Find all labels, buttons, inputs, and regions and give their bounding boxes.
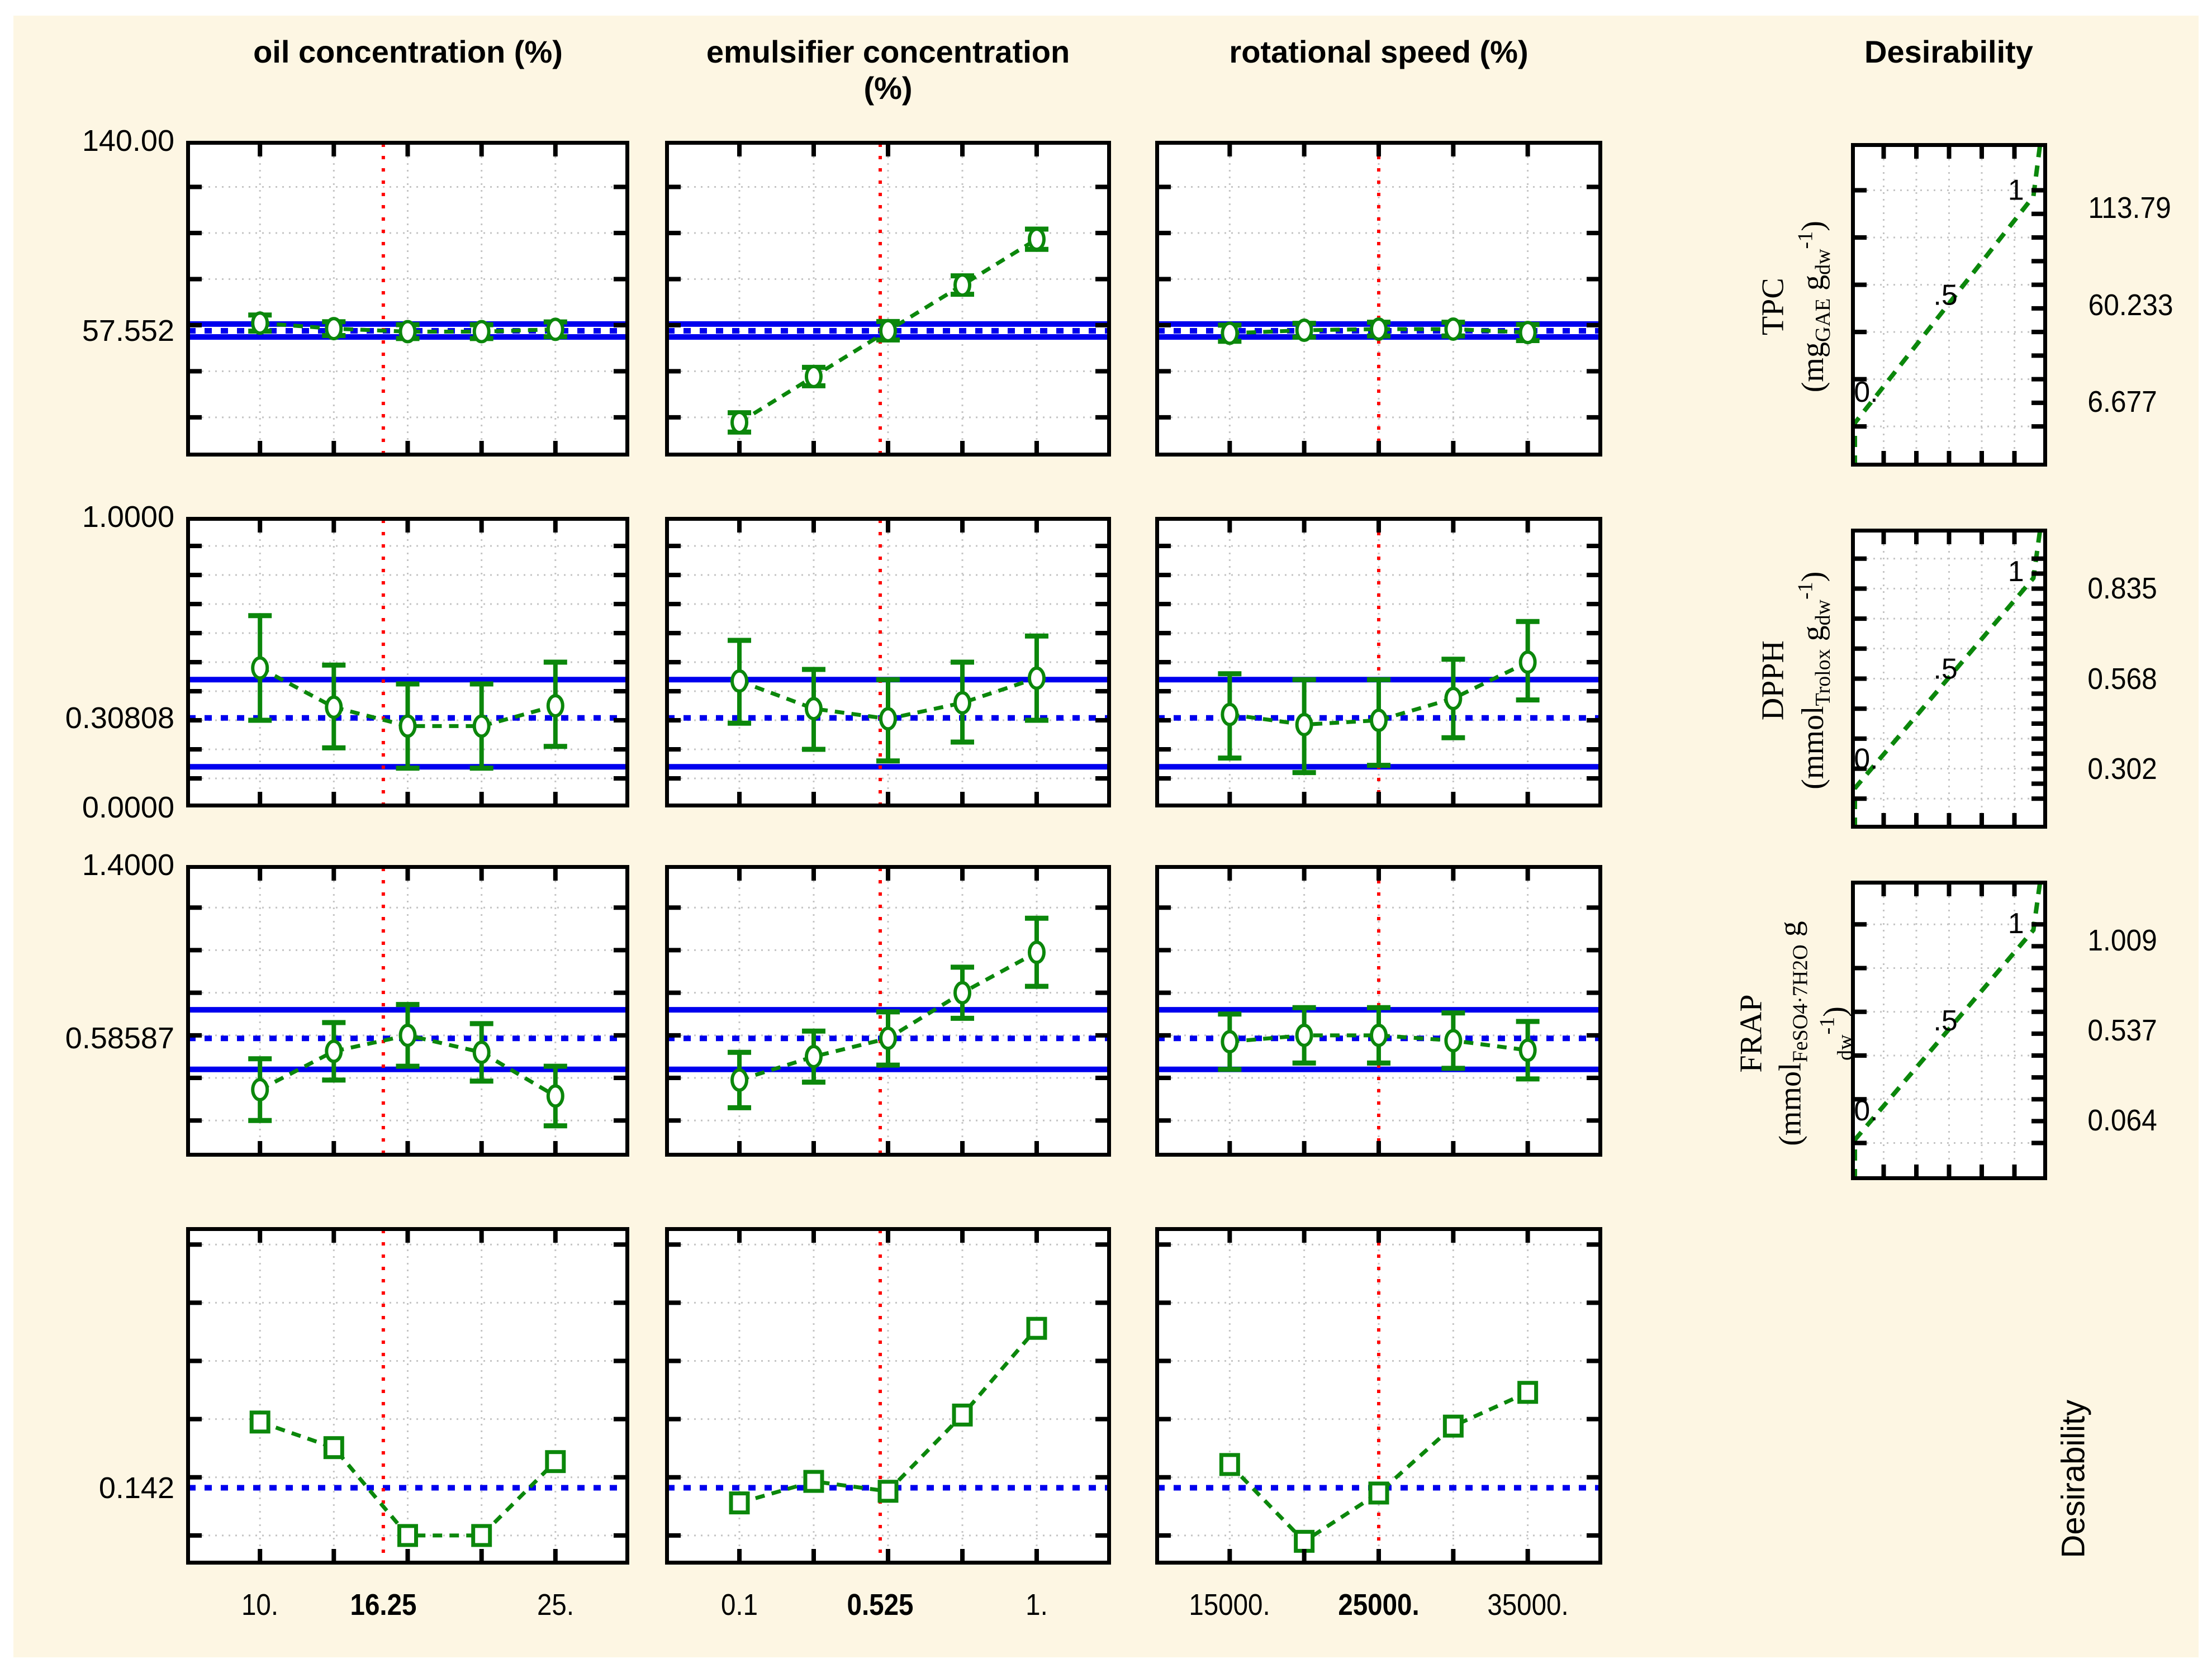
desirability-scale-frap-2: 0.064 (2087, 1103, 2157, 1137)
panel-frap-oil (186, 865, 629, 1157)
column-title-desirability: Desirability (1864, 34, 2033, 69)
xaxis-speed-tick-2: 35000. (1487, 1588, 1569, 1622)
xaxis-oil-tick-1: 16.25 (350, 1588, 417, 1622)
xaxis-oil-tick-0: 10. (241, 1588, 279, 1622)
panel-svg-tpc-oil (186, 141, 629, 457)
row-label-part: DPPH (1755, 640, 1791, 720)
panel-svg-desirability-row-speed (1155, 1227, 1602, 1565)
desirability-curve-label-tpc-0: 1 (2008, 174, 2024, 206)
row-label-part: FRAP (1734, 994, 1769, 1073)
row-label-part: -1 (1793, 231, 1817, 249)
panel-svg-tpc-desirability: 1 .5 0. (1851, 143, 2047, 467)
row-label-part: dw (1811, 599, 1835, 625)
row-label-part: dw (1833, 1034, 1857, 1061)
panel-svg-tpc-emulsifier (665, 141, 1111, 457)
panel-dpph-desirability-function: 1.5 0. (1851, 529, 2047, 829)
panel-dpph-emulsifier (665, 517, 1111, 807)
panel-svg-dpph-desirability: 1.50. (1851, 529, 2047, 829)
row-label-frap: FRAP (mmolFeSO4·7H2O g dw-1) (1731, 861, 1858, 1207)
xaxis-emulsifier-tick-0: 0.1 (720, 1588, 758, 1622)
yaxis-desirability-row-predicted: 0.142 (98, 1471, 174, 1505)
desirability-scale-frap-1: 0.537 (2087, 1014, 2157, 1047)
row-label-tpc: TPC (mgGAE gdw-1) (1753, 133, 1836, 479)
row-label-part: g (1795, 274, 1830, 298)
yaxis-dpph-max: 1.0000 (82, 500, 174, 534)
panel-tpc-emulsifier (665, 141, 1111, 457)
row-label-part: dw (1811, 248, 1835, 275)
row-label-part: -1 (1815, 1016, 1839, 1035)
panel-svg-frap-oil (186, 865, 629, 1157)
desirability-scale-dpph-0: 0.835 (2087, 572, 2157, 606)
panel-svg-desirability-row-oil (186, 1227, 629, 1565)
yaxis-tpc-predicted: 57.552 (82, 314, 174, 348)
row-label-desirability: Desirability (2055, 1399, 2092, 1558)
column-title-emulsifier-line2: (%) (863, 70, 913, 106)
panel-svg-frap-desirability: 1.50. (1851, 881, 2047, 1180)
panel-tpc-oil (186, 141, 629, 457)
yaxis-tpc-max: 140.00 (82, 124, 174, 158)
yaxis-dpph-min: 0.0000 (82, 791, 174, 824)
row-label-part: ) (1795, 220, 1830, 231)
panel-frap-speed (1155, 865, 1602, 1157)
row-label-part: GAE (1811, 298, 1835, 342)
panel-svg-desirability-row-emulsifier (665, 1227, 1111, 1565)
desirability-scale-dpph-1: 0.568 (2087, 662, 2157, 696)
row-label-part: (mmol (1773, 1062, 1808, 1146)
panel-dpph-speed (1155, 517, 1602, 807)
yaxis-frap-predicted: 0.58587 (65, 1021, 174, 1056)
panel-tpc-speed (1155, 141, 1602, 457)
column-title-speed: rotational speed (%) (1229, 34, 1529, 69)
desirability-curve-label-tpc-1: .5 (1933, 279, 1957, 312)
panel-dpph-oil (186, 517, 629, 807)
column-title-emulsifier: emulsifier concentration (%) (706, 34, 1070, 106)
row-label-part: (mmol (1795, 705, 1830, 790)
xaxis-emulsifier-tick-1: 0.525 (847, 1588, 914, 1622)
row-label-part: g (1773, 921, 1808, 945)
xaxis-speed-tick-0: 15000. (1189, 1588, 1271, 1622)
xaxis-speed-tick-1: 25000. (1338, 1588, 1420, 1622)
row-label-part: FeSO4·7H2O (1788, 944, 1812, 1063)
panel-svg-frap-emulsifier (665, 865, 1111, 1157)
panel-svg-tpc-speed (1155, 141, 1602, 457)
desirability-scale-tpc-2: 6.677 (2087, 385, 2157, 419)
panel-svg-dpph-oil (186, 517, 629, 807)
panel-svg-dpph-speed (1155, 517, 1602, 807)
desirability-curve-label-dpph-0: 1 (2008, 555, 2024, 588)
yaxis-dpph-predicted: 0.30808 (65, 701, 174, 735)
panel-frap-emulsifier (665, 865, 1111, 1157)
xaxis-oil-tick-2: 25. (537, 1588, 574, 1622)
row-label-part: (mg (1795, 341, 1830, 392)
panel-tpc-desirability-function: 1 .5 0. (1851, 143, 2047, 467)
desirability-scale-tpc-1: 60.233 (2088, 288, 2173, 322)
panel-desirability-row-emulsifier (665, 1227, 1111, 1565)
panel-svg-frap-speed (1155, 865, 1602, 1157)
panel-svg-dpph-emulsifier (665, 517, 1111, 807)
row-label-dpph: DPPH (mmolTrolox gdw-1) (1753, 507, 1836, 853)
desirability-curve-label-tpc-2: 0. (1854, 376, 1878, 408)
desirability-scale-tpc-0: 113.79 (2088, 191, 2171, 225)
desirability-scale-dpph-2: 0.302 (2087, 752, 2157, 786)
yaxis-frap-max: 1.4000 (82, 848, 174, 882)
xaxis-emulsifier-tick-2: 1. (1026, 1588, 1048, 1622)
row-label-part: g (1795, 625, 1830, 649)
panel-desirability-row-oil (186, 1227, 629, 1565)
desirability-scale-frap-0: 1.009 (2087, 924, 2157, 958)
panel-desirability-row-speed (1155, 1227, 1602, 1565)
desirability-curve-label-frap-1: .5 (1933, 1005, 1957, 1037)
panel-frap-desirability-function: 1.5 0. (1851, 881, 2047, 1180)
row-label-part: Trolox (1811, 648, 1835, 706)
row-label-part: TPC (1755, 277, 1791, 335)
row-label-part: ) (1795, 571, 1830, 582)
column-title-oil: oil concentration (%) (253, 34, 563, 69)
row-label-part: ) (1817, 1006, 1852, 1017)
row-label-part: -1 (1793, 581, 1817, 600)
desirability-curve-label-frap-0: 1 (2008, 907, 2024, 940)
column-title-emulsifier-line1: emulsifier concentration (706, 34, 1070, 69)
desirability-curve-label-dpph-1: .5 (1933, 653, 1957, 686)
